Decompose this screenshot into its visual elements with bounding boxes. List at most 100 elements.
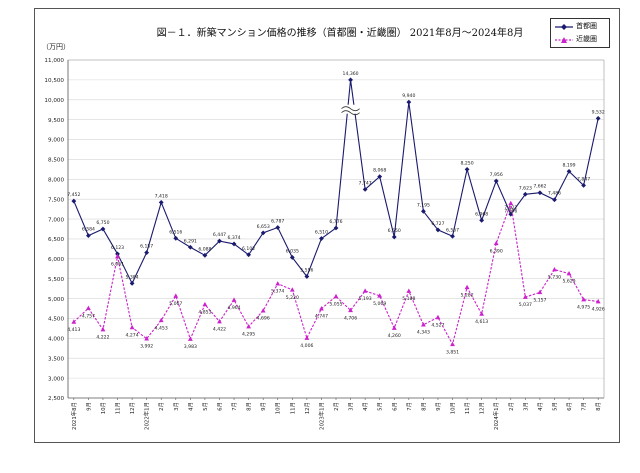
data-point-kinki [435, 314, 441, 320]
data-label-shuto: 6,567 [446, 227, 459, 233]
x-tick-label: 2023年1月 [317, 402, 325, 430]
data-point-kinki [289, 287, 295, 292]
x-tick-label: 10月 [450, 402, 457, 414]
data-point-kinki [85, 305, 91, 311]
data-label-kinki: 5,037 [519, 302, 532, 308]
y-tick-label: 7,500 [48, 197, 64, 203]
data-point-shuto [362, 186, 368, 192]
x-tick-label: 10月 [275, 402, 282, 414]
data-point-kinki [304, 335, 310, 340]
data-label-kinki: 4,274 [126, 332, 139, 338]
legend-swatch-kinki [555, 37, 573, 43]
x-tick-label: 7月 [231, 402, 238, 411]
data-point-shuto [100, 226, 106, 232]
data-point-kinki [406, 288, 412, 293]
data-label-shuto: 9,940 [402, 93, 415, 99]
data-label-kinki: 6,061 [111, 261, 124, 267]
x-tick-label: 2021年8月 [70, 402, 78, 430]
y-tick-label: 2,500 [48, 396, 64, 402]
data-label-shuto: 7,623 [519, 185, 532, 191]
x-tick-label: 8月 [246, 402, 253, 411]
data-label-kinki: 7,396 [504, 208, 517, 214]
data-label-kinki: 5,067 [169, 301, 182, 307]
x-tick-label: 11月 [115, 402, 122, 414]
data-point-shuto [333, 225, 339, 231]
data-label-kinki: 6,390 [490, 248, 503, 254]
legend-label-kinki: 近畿圏 [576, 35, 597, 43]
data-point-shuto [187, 244, 193, 250]
x-tick-label: 5月 [377, 402, 384, 411]
y-tick-label: 3,000 [48, 376, 64, 382]
data-point-shuto [173, 235, 179, 241]
x-tick-label: 9月 [435, 402, 442, 411]
data-label-kinki: 4,453 [155, 325, 168, 331]
x-tick-label: 2月 [158, 402, 165, 411]
chart-legend: 首都圏 近畿圏 [550, 18, 610, 48]
data-point-kinki [508, 200, 514, 206]
data-point-kinki [158, 317, 164, 323]
data-point-kinki [100, 326, 106, 332]
data-label-kinki: 4,295 [242, 332, 255, 338]
x-tick-label: 9月 [260, 402, 267, 411]
data-point-shuto [129, 280, 135, 286]
data-point-shuto [85, 233, 91, 239]
data-point-shuto [348, 77, 353, 83]
data-label-shuto: 6,750 [96, 220, 109, 226]
data-point-kinki [566, 270, 572, 276]
x-tick-label: 11月 [289, 402, 296, 414]
data-point-kinki [362, 288, 368, 293]
data-label-shuto: 6,102 [242, 246, 255, 252]
data-label-kinki: 4,696 [257, 316, 270, 322]
data-label-shuto: 6,727 [431, 221, 444, 227]
x-tick-label: 9月 [85, 402, 92, 411]
data-label-kinki: 5,374 [271, 289, 284, 295]
data-label-kinki: 4,613 [475, 319, 488, 325]
data-label-shuto: 8,199 [562, 162, 575, 168]
x-tick-label: 8月 [420, 402, 427, 411]
x-tick-label: 12月 [479, 402, 486, 414]
data-point-shuto [319, 236, 324, 241]
data-point-kinki [333, 293, 339, 299]
data-point-shuto [289, 255, 295, 260]
data-point-kinki [391, 325, 397, 330]
data-point-shuto [566, 168, 572, 174]
data-label-shuto: 7,956 [490, 172, 503, 178]
y-tick-label: 4,000 [48, 337, 64, 343]
x-tick-label: 6月 [566, 402, 573, 411]
data-label-kinki: 5,220 [286, 295, 299, 301]
data-point-kinki [420, 322, 426, 327]
y-tick-label: 10,500 [44, 78, 64, 84]
data-point-shuto [391, 234, 397, 240]
data-label-shuto: 7,847 [577, 176, 590, 182]
data-point-kinki [246, 324, 252, 329]
y-tick-label: 6,500 [48, 237, 64, 243]
data-point-kinki [187, 336, 193, 341]
data-point-shuto [595, 115, 601, 121]
data-point-shuto [552, 197, 557, 203]
data-label-kinki: 5,629 [562, 279, 575, 285]
data-point-shuto [246, 252, 252, 258]
data-point-shuto [275, 225, 281, 230]
data-label-kinki: 5,193 [359, 296, 372, 302]
y-tick-label: 8,500 [48, 158, 64, 164]
data-point-shuto [231, 241, 237, 247]
data-point-shuto [522, 191, 528, 197]
data-label-shuto: 6,123 [111, 245, 124, 251]
data-label-kinki: 5,069 [373, 301, 386, 307]
data-point-kinki [202, 301, 208, 307]
data-label-shuto: 6,157 [140, 244, 153, 250]
data-label-shuto: 6,550 [388, 228, 401, 234]
y-tick-label: 11,000 [44, 58, 64, 64]
data-point-kinki [581, 296, 587, 302]
data-label-shuto: 6,374 [227, 235, 240, 241]
y-tick-label: 9,500 [48, 118, 64, 124]
x-tick-label: 2024年1月 [492, 402, 500, 430]
data-label-kinki: 4,422 [213, 327, 226, 333]
data-label-kinki: 4,757 [82, 313, 95, 319]
x-tick-label: 5月 [202, 402, 209, 411]
x-tick-label: 3月 [173, 402, 180, 411]
data-point-shuto [581, 182, 587, 188]
data-label-shuto: 8,068 [373, 168, 386, 174]
legend-item-kinki: 近畿圏 [554, 34, 610, 46]
x-tick-label: 11月 [464, 402, 471, 414]
